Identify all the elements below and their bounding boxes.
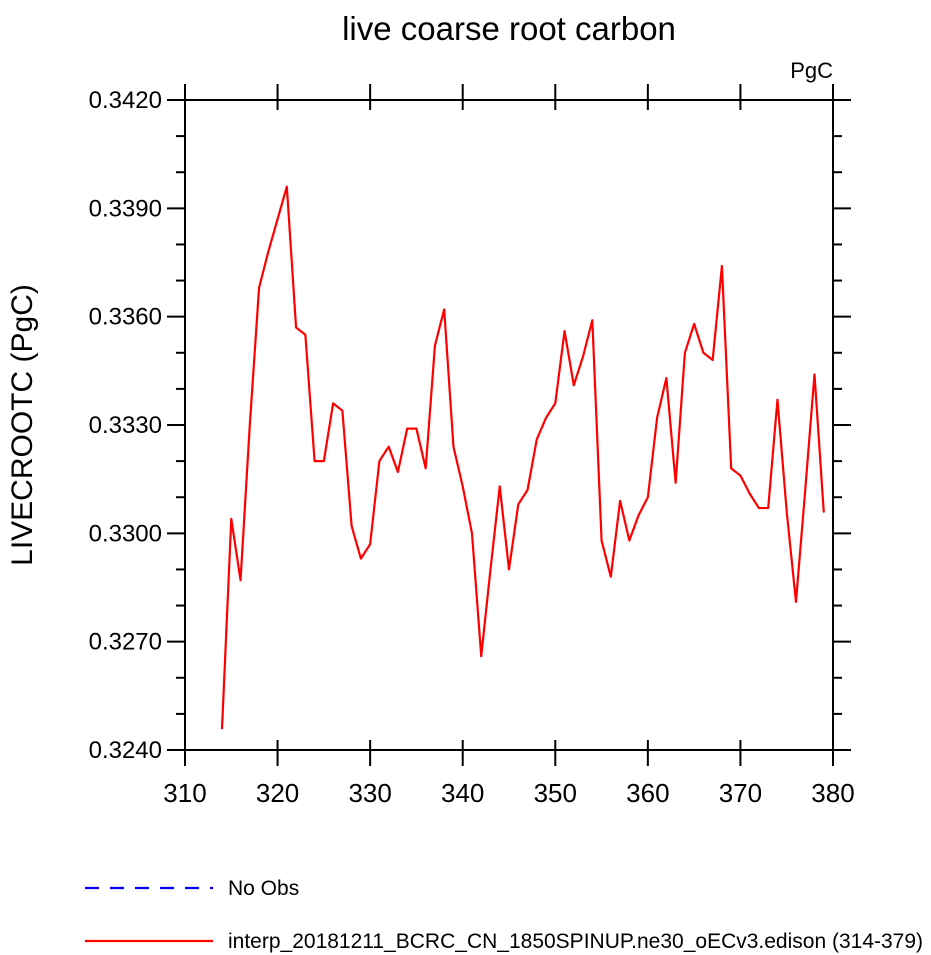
y-tick-label: 0.3330 bbox=[89, 412, 162, 439]
x-tick-label: 360 bbox=[626, 778, 669, 808]
axis-tick-labels: 310 320 330 340 350 360 370 380 0.3240 0.3270 0.33… bbox=[89, 87, 855, 808]
y-tick-label: 0.3270 bbox=[89, 629, 162, 656]
legend: No Obs interp_20181211_BCRC_CN_1850SPINU… bbox=[85, 877, 923, 953]
data-series bbox=[220, 185, 825, 730]
x-tick-label: 350 bbox=[534, 778, 577, 808]
legend-label-model: interp_20181211_BCRC_CN_1850SPINUP.ne30_… bbox=[228, 930, 923, 953]
plot-border bbox=[184, 99, 834, 751]
y-tick-label: 0.3360 bbox=[89, 304, 162, 331]
x-tick-label: 370 bbox=[719, 778, 762, 808]
legend-label-no-obs: No Obs bbox=[228, 877, 299, 900]
x-tick-label: 380 bbox=[811, 778, 854, 808]
x-tick-label: 330 bbox=[348, 778, 391, 808]
chart-title: live coarse root carbon bbox=[342, 10, 676, 47]
series-line-1 bbox=[220, 185, 825, 730]
y-axis-label: LIVECROOTC (PgC) bbox=[6, 284, 39, 566]
y-tick-label: 0.3390 bbox=[89, 195, 162, 222]
axis-ticks bbox=[167, 84, 851, 766]
y-tick-label: 0.3420 bbox=[89, 87, 162, 114]
x-tick-label: 310 bbox=[163, 778, 206, 808]
y-tick-label: 0.3300 bbox=[89, 520, 162, 547]
y-tick-label: 0.3240 bbox=[89, 737, 162, 764]
unit-label: PgC bbox=[790, 58, 833, 83]
x-tick-label: 340 bbox=[441, 778, 484, 808]
x-tick-label: 320 bbox=[256, 778, 299, 808]
